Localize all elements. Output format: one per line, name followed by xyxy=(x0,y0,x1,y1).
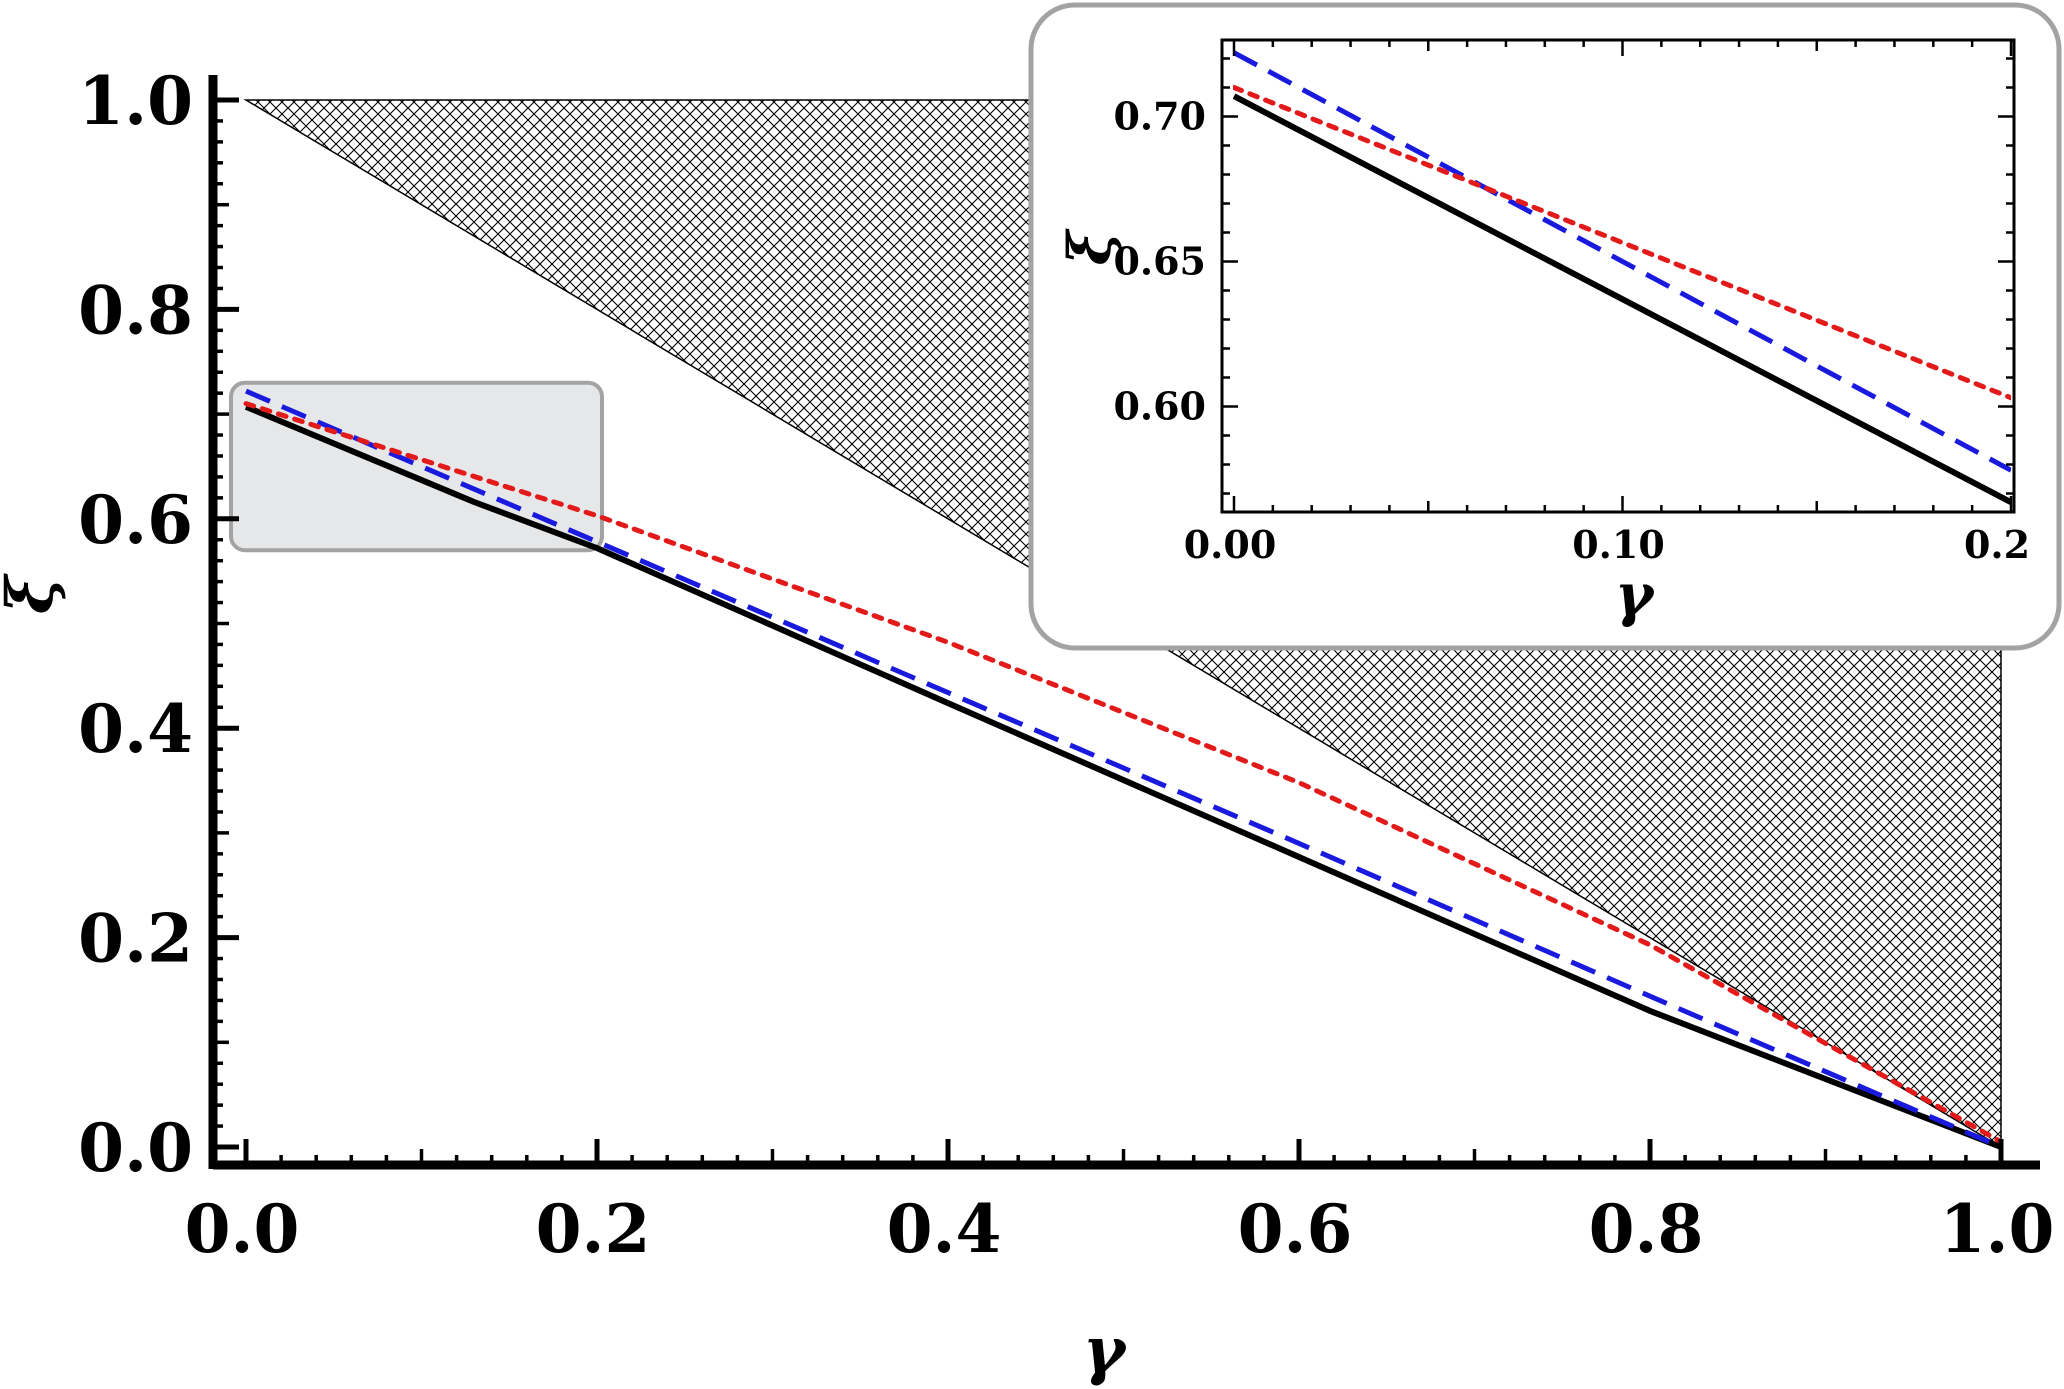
series-line-dashed xyxy=(245,388,2002,1150)
inset-y-tick-label: 0.60 xyxy=(1113,384,1206,429)
inset-x-tick-label: 0.2 xyxy=(1964,522,2030,567)
x-tick-label: 0.6 xyxy=(1238,1190,1353,1268)
y-tick-label: 0.0 xyxy=(78,1109,193,1187)
inset-panel: 0.00 0.10 0.2 0.60 0.65 0.70 γ ξ xyxy=(1028,2,2062,651)
inset-y-tick-label: 0.70 xyxy=(1113,94,1206,139)
inset-series-line-dashed xyxy=(1233,50,2011,473)
series-line-solid xyxy=(244,404,2003,1150)
inset-series-line-solid xyxy=(1233,93,2011,505)
main-ticks: 0.0 0.2 0.4 0.6 0.8 1.0 0.0 0.2 0.4 0.6 0.8 1.0 xyxy=(78,62,2054,1268)
y-tick-label: 0.2 xyxy=(78,900,193,978)
inset-x-tick-label: 0.10 xyxy=(1572,522,1665,567)
y-tick-label: 0.6 xyxy=(78,481,193,559)
inset-series-line-dotted xyxy=(1233,85,2011,401)
x-tick-label: 0.2 xyxy=(536,1190,651,1268)
inset-plot-box xyxy=(1220,38,2016,514)
inset-y-axis-title: ξ xyxy=(1056,228,1124,265)
inset-axes xyxy=(1220,38,2016,514)
inset-x-tick-label: 0.00 xyxy=(1184,522,1277,567)
main-series-group xyxy=(243,388,2004,1150)
y-tick-label: 0.4 xyxy=(78,690,193,768)
y-tick-label: 0.8 xyxy=(78,271,193,349)
inset-y-tick-label: 0.65 xyxy=(1113,239,1206,284)
inset-x-axis-title: γ xyxy=(1615,561,1656,629)
series-line-dotted xyxy=(243,401,2004,1145)
x-axis-title: γ xyxy=(1083,1313,1128,1388)
inset-frame xyxy=(1028,2,2062,651)
x-tick-label: 0.8 xyxy=(1589,1190,1704,1268)
inset-ticks: 0.00 0.10 0.2 0.60 0.65 0.70 xyxy=(1113,40,2030,567)
x-tick-label: 0.4 xyxy=(887,1190,1002,1268)
x-tick-label: 1.0 xyxy=(1940,1190,2055,1268)
x-tick-label: 0.0 xyxy=(185,1190,300,1268)
inset-series-group xyxy=(1233,50,2011,505)
y-tick-label: 1.0 xyxy=(78,62,193,140)
y-axis-title: ξ xyxy=(0,573,68,614)
